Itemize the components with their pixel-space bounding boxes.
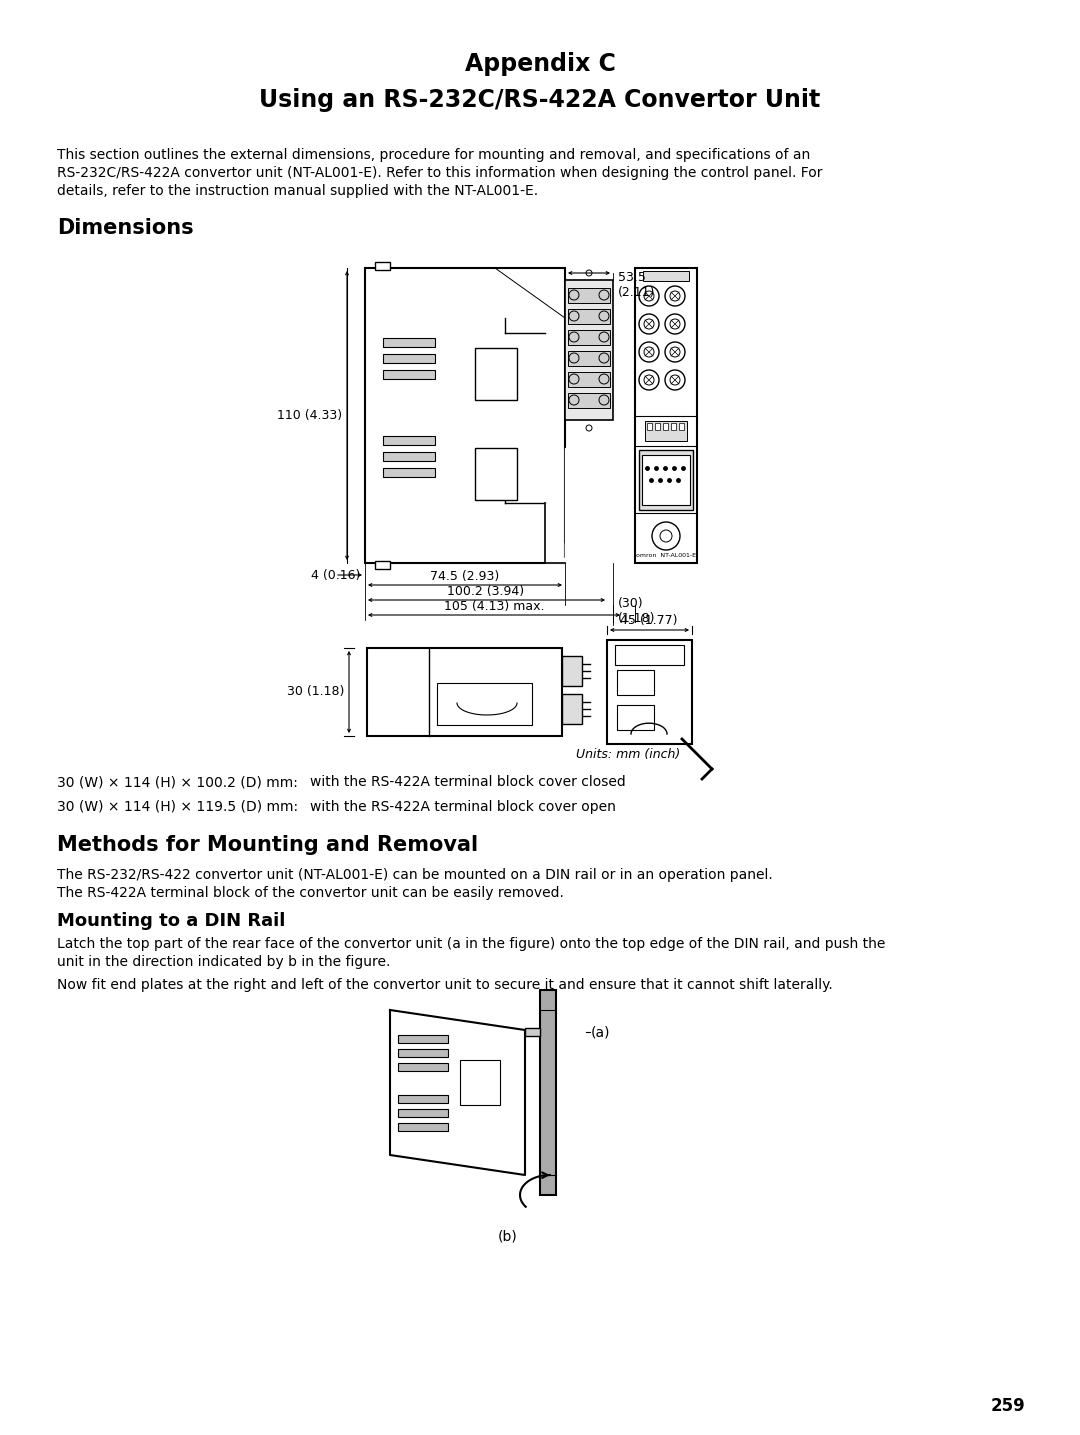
Text: 45 (1.77): 45 (1.77)	[620, 614, 678, 627]
Bar	[617, 670, 654, 695]
Bar	[540, 990, 556, 1195]
Bar	[635, 268, 697, 563]
Bar	[671, 423, 676, 430]
Text: 4 (0.16): 4 (0.16)	[311, 568, 360, 581]
Bar	[383, 436, 435, 445]
Bar	[383, 468, 435, 476]
Bar	[568, 372, 610, 387]
Text: 105 (4.13) max.: 105 (4.13) max.	[444, 600, 544, 613]
Bar	[568, 330, 610, 344]
Text: The RS-422A terminal block of the convertor unit can be easily removed.: The RS-422A terminal block of the conver…	[57, 885, 564, 900]
Text: details, refer to the instruction manual supplied with the NT-AL001-E.: details, refer to the instruction manual…	[57, 184, 538, 198]
Text: 74.5 (2.93): 74.5 (2.93)	[430, 570, 500, 583]
Text: Units: mm (inch): Units: mm (inch)	[576, 748, 680, 761]
Text: Methods for Mounting and Removal: Methods for Mounting and Removal	[57, 835, 478, 855]
Bar	[437, 683, 532, 725]
Bar	[475, 448, 517, 499]
Bar	[383, 339, 435, 347]
Bar	[568, 393, 610, 408]
Bar	[679, 423, 684, 430]
Bar	[568, 352, 610, 366]
Bar	[375, 263, 390, 270]
Text: Appendix C: Appendix C	[464, 52, 616, 76]
Bar	[562, 656, 582, 686]
Bar	[399, 1109, 448, 1116]
Polygon shape	[390, 1010, 525, 1175]
Bar	[399, 1063, 448, 1071]
Bar	[399, 1124, 448, 1131]
Bar	[647, 423, 652, 430]
Bar	[654, 423, 660, 430]
Bar	[568, 288, 610, 303]
Text: The RS-232/RS-422 convertor unit (NT-AL001-E) can be mounted on a DIN rail or in: The RS-232/RS-422 convertor unit (NT-AL0…	[57, 868, 773, 883]
Bar	[525, 1027, 540, 1036]
Text: This section outlines the external dimensions, procedure for mounting and remova: This section outlines the external dimen…	[57, 148, 810, 162]
Bar	[383, 452, 435, 461]
Text: omron  NT-AL001-E: omron NT-AL001-E	[636, 552, 696, 558]
Bar	[607, 640, 692, 743]
Text: 110 (4.33): 110 (4.33)	[276, 409, 342, 422]
Bar	[617, 705, 654, 730]
Text: 259: 259	[990, 1398, 1025, 1415]
Text: RS-232C/RS-422A convertor unit (NT-AL001-E). Refer to this information when desi: RS-232C/RS-422A convertor unit (NT-AL001…	[57, 166, 823, 179]
Text: unit in the direction indicated by b in the figure.: unit in the direction indicated by b in …	[57, 956, 390, 969]
Bar	[383, 354, 435, 363]
Bar	[565, 280, 613, 420]
Text: 30 (W) × 114 (H) × 100.2 (D) mm:: 30 (W) × 114 (H) × 100.2 (D) mm:	[57, 775, 298, 789]
Bar	[383, 370, 435, 379]
Bar	[639, 451, 693, 509]
Text: 100.2 (3.94): 100.2 (3.94)	[447, 585, 525, 598]
Bar	[475, 349, 517, 400]
Bar	[568, 309, 610, 324]
Text: Using an RS-232C/RS-422A Convertor Unit: Using an RS-232C/RS-422A Convertor Unit	[259, 88, 821, 112]
Text: (a): (a)	[591, 1025, 610, 1039]
Text: 30 (1.18): 30 (1.18)	[286, 686, 345, 699]
Bar	[663, 423, 669, 430]
Bar	[367, 649, 562, 736]
Bar	[365, 268, 565, 563]
Text: with the RS-422A terminal block cover open: with the RS-422A terminal block cover op…	[310, 799, 616, 814]
Text: Now fit end plates at the right and left of the convertor unit to secure it and : Now fit end plates at the right and left…	[57, 979, 833, 992]
Text: 53.5
(2.11): 53.5 (2.11)	[618, 271, 656, 298]
Bar	[375, 561, 390, 570]
Polygon shape	[545, 448, 613, 563]
Bar	[399, 1095, 448, 1104]
Bar	[562, 695, 582, 725]
Text: (b): (b)	[498, 1230, 518, 1244]
Text: 30 (W) × 114 (H) × 119.5 (D) mm:: 30 (W) × 114 (H) × 119.5 (D) mm:	[57, 799, 298, 814]
Text: Dimensions: Dimensions	[57, 218, 193, 238]
Bar	[645, 420, 687, 441]
Text: (30)
(1.18): (30) (1.18)	[618, 597, 656, 626]
Bar	[643, 271, 689, 281]
Bar	[642, 455, 690, 505]
Bar	[399, 1035, 448, 1043]
Bar	[460, 1060, 500, 1105]
Bar	[399, 1049, 448, 1058]
Bar	[615, 644, 684, 664]
Text: Latch the top part of the rear face of the convertor unit (a in the figure) onto: Latch the top part of the rear face of t…	[57, 937, 886, 951]
Text: with the RS-422A terminal block cover closed: with the RS-422A terminal block cover cl…	[310, 775, 625, 789]
Text: Mounting to a DIN Rail: Mounting to a DIN Rail	[57, 913, 285, 930]
